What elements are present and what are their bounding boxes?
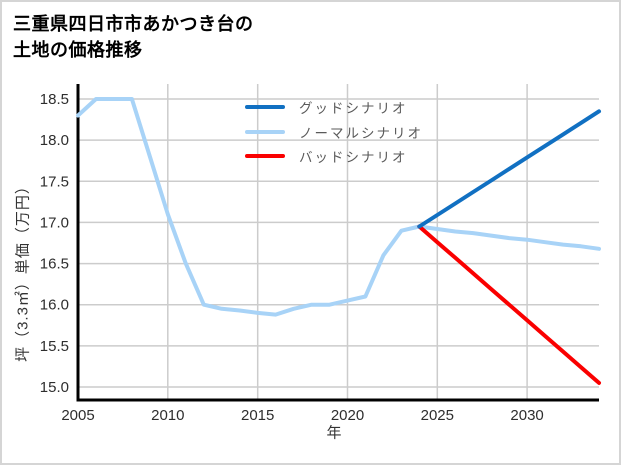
legend-swatch-normal	[245, 129, 285, 134]
legend-item-good: グッドシナリオ	[245, 95, 423, 120]
legend-label-normal: ノーマルシナリオ	[299, 125, 423, 141]
x-tick-label: 2025	[421, 407, 454, 424]
legend-label-bad: バッドシナリオ	[299, 150, 408, 166]
legend-swatch-bad	[245, 154, 285, 159]
x-tick-label: 2005	[61, 407, 94, 424]
y-tick-label: 18.0	[40, 132, 69, 149]
chart-legend: グッドシナリオ ノーマルシナリオ バッドシナリオ	[245, 95, 423, 169]
legend-swatch-good	[245, 105, 285, 110]
x-tick-label: 2010	[151, 407, 184, 424]
series-line-normal	[76, 97, 601, 317]
y-tick-label: 17.0	[40, 214, 69, 231]
chart-title-line2: 土地の価格推移	[13, 40, 143, 60]
series-line-good	[417, 109, 601, 229]
y-tick-label: 16.5	[40, 256, 69, 273]
x-tick-label: 2020	[331, 407, 364, 424]
y-tick-label: 18.5	[40, 91, 69, 108]
y-tick-label: 15.0	[40, 379, 69, 396]
x-tick-label: 2030	[510, 407, 543, 424]
x-tick-label: 2015	[241, 407, 274, 424]
y-axis-label: 坪（3.3㎡）単価（万円）	[14, 178, 32, 362]
legend-label-good: グッドシナリオ	[299, 101, 408, 117]
series-line-bad	[417, 224, 601, 385]
legend-item-bad: バッドシナリオ	[245, 144, 423, 169]
x-axis-label: 年	[326, 424, 342, 442]
y-tick-label: 17.5	[40, 173, 69, 190]
legend-item-normal: ノーマルシナリオ	[245, 120, 423, 145]
chart-title: 三重県四日市市あかつき台の 土地の価格推移	[13, 11, 254, 63]
y-tick-label: 16.0	[40, 297, 69, 314]
y-tick-label: 15.5	[40, 338, 69, 355]
chart-title-line1: 三重県四日市市あかつき台の	[13, 14, 254, 34]
